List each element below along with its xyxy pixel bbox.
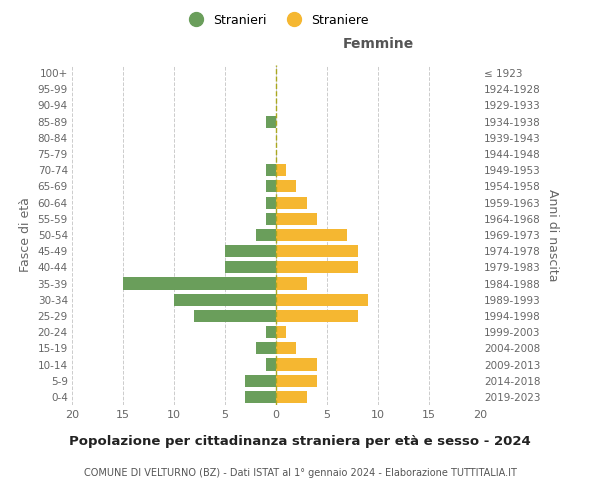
Bar — [276, 326, 286, 338]
Bar — [123, 278, 276, 289]
Bar — [276, 196, 307, 208]
Bar — [276, 374, 317, 387]
Bar — [266, 212, 276, 225]
Bar — [266, 116, 276, 128]
Text: COMUNE DI VELTURNO (BZ) - Dati ISTAT al 1° gennaio 2024 - Elaborazione TUTTITALI: COMUNE DI VELTURNO (BZ) - Dati ISTAT al … — [83, 468, 517, 477]
Y-axis label: Fasce di età: Fasce di età — [19, 198, 32, 272]
Bar — [276, 212, 317, 225]
Legend: Stranieri, Straniere: Stranieri, Straniere — [178, 8, 374, 32]
Text: Femmine: Femmine — [343, 38, 413, 52]
Bar — [266, 196, 276, 208]
Bar — [276, 262, 358, 274]
Bar — [174, 294, 276, 306]
Bar — [266, 358, 276, 370]
Bar — [276, 342, 296, 354]
Bar — [276, 245, 358, 258]
Bar — [276, 229, 347, 241]
Bar — [266, 326, 276, 338]
Bar — [276, 164, 286, 176]
Bar — [256, 342, 276, 354]
Bar — [276, 391, 307, 403]
Bar — [276, 278, 307, 289]
Bar — [225, 245, 276, 258]
Bar — [276, 358, 317, 370]
Bar — [266, 180, 276, 192]
Bar — [225, 262, 276, 274]
Bar — [256, 229, 276, 241]
Bar — [194, 310, 276, 322]
Bar — [266, 164, 276, 176]
Bar — [276, 180, 296, 192]
Y-axis label: Anni di nascita: Anni di nascita — [547, 188, 559, 281]
Bar — [245, 391, 276, 403]
Text: Popolazione per cittadinanza straniera per età e sesso - 2024: Popolazione per cittadinanza straniera p… — [69, 435, 531, 448]
Bar — [276, 294, 368, 306]
Bar — [245, 374, 276, 387]
Bar — [276, 310, 358, 322]
